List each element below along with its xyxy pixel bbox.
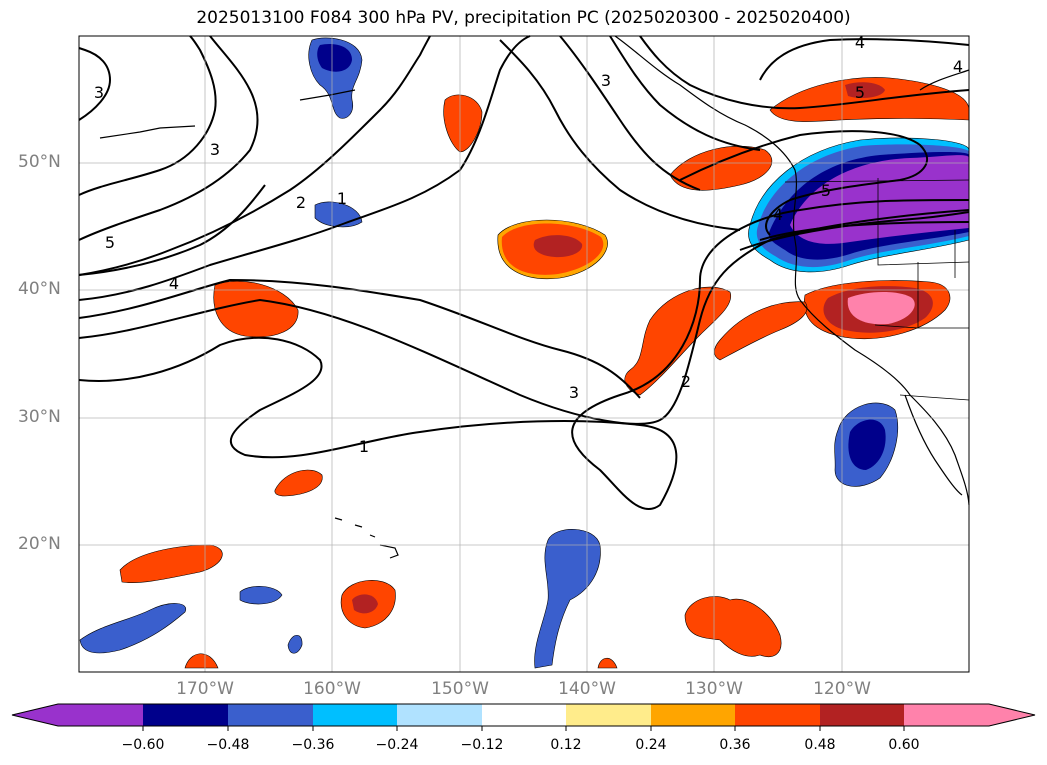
lat-label: 30°N bbox=[18, 407, 61, 427]
contour-label: 3 bbox=[94, 83, 104, 102]
map-title: 2025013100 F084 300 hPa PV, precipitatio… bbox=[196, 8, 851, 28]
pv-contours bbox=[78, 35, 970, 511]
lon-label: 160°W bbox=[303, 679, 361, 699]
lon-label: 130°W bbox=[685, 679, 743, 699]
borders bbox=[784, 178, 970, 401]
lon-label: 150°W bbox=[431, 679, 489, 699]
lon-label: 140°W bbox=[558, 679, 616, 699]
lat-label: 20°N bbox=[18, 534, 61, 554]
colorbar-segment bbox=[651, 704, 735, 726]
colorbar-segment bbox=[313, 704, 397, 726]
coastlines bbox=[99, 35, 970, 559]
colorbar-tick-label: −0.48 bbox=[206, 737, 250, 753]
contour-label: 3 bbox=[601, 71, 611, 90]
colorbar-segment bbox=[482, 704, 566, 726]
contour-label: 2 bbox=[681, 372, 691, 391]
colorbar-segment bbox=[397, 704, 482, 726]
colorbar-tick-label: 0.60 bbox=[888, 737, 920, 753]
colorbar-segment bbox=[566, 704, 651, 726]
contour-label: 3 bbox=[569, 383, 579, 402]
map-frame bbox=[78, 35, 970, 673]
contour-label: 5 bbox=[105, 233, 115, 252]
colorbar-tick-label: −0.12 bbox=[460, 737, 504, 753]
lon-label: 120°W bbox=[813, 679, 871, 699]
gridlines bbox=[79, 36, 969, 672]
contour-label: 2 bbox=[296, 193, 306, 212]
contour-label: 4 bbox=[953, 57, 963, 76]
contour-labels: 3 3 2 1 5 4 3 2 1 3 4 4 5 5 4 bbox=[94, 33, 963, 456]
colorbar-tick-label: 0.36 bbox=[719, 737, 751, 753]
colorbar-tick-label: −0.24 bbox=[375, 737, 419, 753]
lon-label: 170°W bbox=[176, 679, 234, 699]
colorbar-segment bbox=[143, 704, 228, 726]
colorbar bbox=[11, 703, 1036, 731]
colorbar-segment bbox=[820, 704, 904, 726]
contour-label: 1 bbox=[337, 189, 347, 208]
colorbar-tick-label: 0.12 bbox=[550, 737, 582, 753]
colorbar-tick-label: −0.36 bbox=[291, 737, 335, 753]
contour-label: 5 bbox=[821, 181, 831, 200]
colorbar-tick-label: 0.24 bbox=[635, 737, 667, 753]
lat-label: 50°N bbox=[18, 152, 61, 172]
contour-label: 4 bbox=[773, 205, 783, 224]
colorbar-tick-label: −0.60 bbox=[121, 737, 165, 753]
contour-label: 4 bbox=[169, 274, 179, 293]
colorbar-segment bbox=[735, 704, 820, 726]
lat-label: 40°N bbox=[18, 279, 61, 299]
colorbar-segment bbox=[228, 704, 313, 726]
contour-label: 5 bbox=[855, 83, 865, 102]
precip-fields bbox=[79, 37, 970, 669]
colorbar-segment bbox=[904, 704, 1035, 726]
colorbar-tick-label: 0.48 bbox=[804, 737, 836, 753]
contour-label: 1 bbox=[359, 437, 369, 456]
contour-label: 3 bbox=[210, 140, 220, 159]
contour-label: 4 bbox=[855, 33, 865, 52]
colorbar-segment bbox=[12, 704, 143, 726]
